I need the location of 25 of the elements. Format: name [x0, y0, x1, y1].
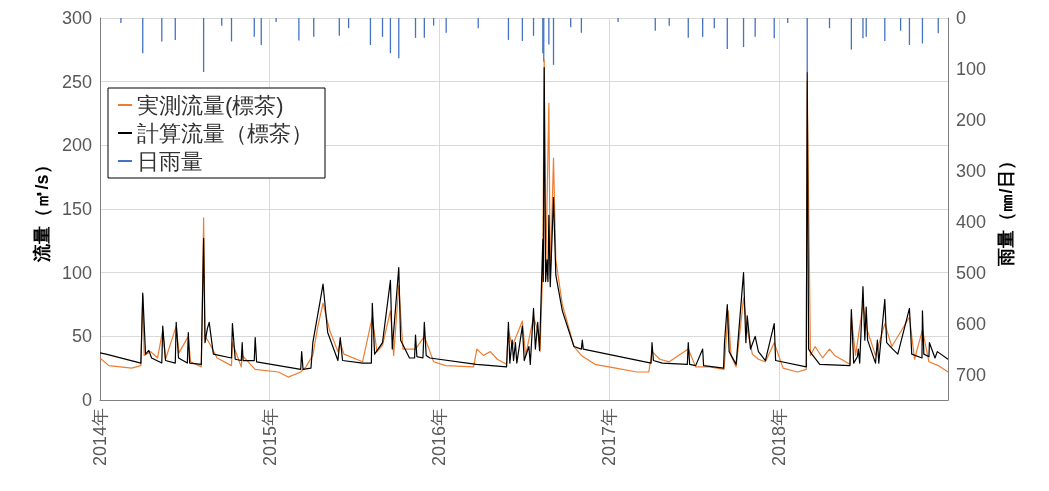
- x-tick-label: 2015年: [259, 408, 280, 467]
- y-tick-label: 50: [71, 326, 92, 347]
- x-tick-label: 2014年: [90, 408, 110, 467]
- legend-label: 実測流量(標茶): [137, 92, 284, 118]
- y-tick-label: 250: [61, 71, 92, 92]
- y2-tick-label: 200: [956, 109, 987, 130]
- y2-tick-label: 100: [956, 58, 987, 79]
- y2-tick-label: 0: [956, 8, 967, 28]
- y-tick-label: 300: [61, 8, 92, 28]
- y2-tick-label: 600: [956, 313, 987, 334]
- legend-label: 計算流量（標茶）: [137, 120, 313, 146]
- y2-tick-label: 500: [956, 262, 987, 283]
- y-tick-label: 150: [61, 199, 92, 219]
- y2-tick-label: 300: [956, 160, 987, 181]
- y2-tick-label: 700: [956, 364, 987, 385]
- y2-axis-title: 雨量（㎜/日）: [995, 152, 1016, 267]
- y-tick-label: 0: [81, 390, 92, 410]
- y-tick-label: 200: [61, 135, 92, 156]
- x-tick-label: 2016年: [429, 408, 450, 467]
- y-axis-title: 流量（㎥/s）: [32, 156, 53, 263]
- x-tick-label: 2017年: [599, 408, 620, 467]
- legend-label: 日雨量: [137, 148, 203, 174]
- y-tick-label: 100: [61, 262, 92, 283]
- y2-tick-label: 400: [956, 211, 987, 232]
- x-tick-label: 2018年: [768, 408, 789, 467]
